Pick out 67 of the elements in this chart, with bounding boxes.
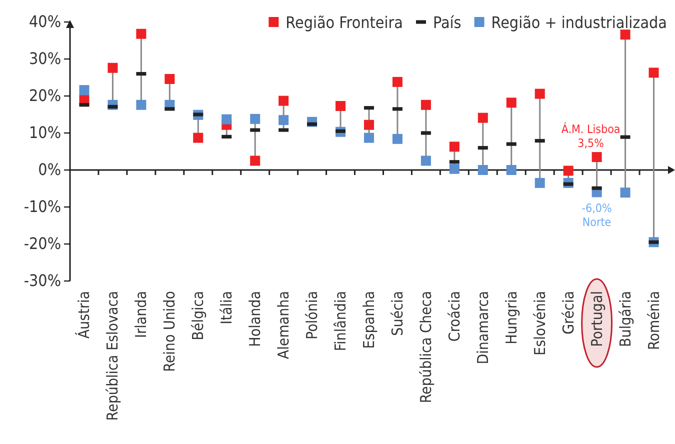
point — [222, 114, 232, 124]
x-tick-label: Hungria — [502, 291, 520, 344]
point — [420, 100, 431, 110]
y-tick-label: -30% — [24, 271, 61, 290]
annotation: 3,5% — [578, 136, 604, 150]
point — [449, 164, 460, 174]
x-tick-label: Alemanha — [274, 291, 293, 360]
point — [506, 165, 516, 175]
y-tick-label: 10% — [29, 123, 61, 142]
point — [136, 28, 146, 39]
x-tick-label: Roménia — [644, 291, 663, 350]
x-tick-label: Itália — [218, 291, 236, 324]
point — [563, 166, 574, 176]
point — [478, 112, 488, 123]
point — [534, 88, 545, 99]
x-tick-label: Bélgica — [189, 291, 208, 340]
x-tick-label: Finlândia — [332, 291, 350, 352]
y-tick-label: -10% — [24, 197, 61, 216]
x-tick-label: Irlanda — [132, 291, 150, 338]
x-tick-label: Dinamarca — [474, 291, 492, 364]
y-tick-label: 40% — [29, 12, 61, 32]
y-tick-label: 0% — [38, 160, 61, 180]
x-tick-label: Espanha — [360, 291, 378, 349]
point — [193, 132, 204, 143]
x-tick-label: Croácia — [445, 291, 464, 342]
point — [392, 76, 402, 87]
x-tick-label: Polónia — [303, 291, 322, 340]
legend-label: País — [433, 13, 462, 32]
point — [506, 98, 516, 108]
point — [648, 68, 659, 78]
x-tick-label: República Eslovaca — [104, 291, 122, 421]
point — [620, 30, 630, 40]
point — [449, 142, 460, 152]
x-tick-label: Suécia — [388, 291, 406, 336]
point — [364, 132, 374, 143]
point — [420, 156, 431, 166]
x-tick-label: Eslovénia — [530, 291, 549, 356]
point — [164, 74, 175, 84]
point — [592, 152, 602, 162]
y-tick-label: 30% — [29, 49, 61, 68]
x-tick-label: República Checa — [416, 291, 435, 404]
x-tick-label: Portugal — [588, 291, 606, 347]
point — [364, 120, 374, 130]
point — [250, 156, 260, 166]
point — [336, 100, 346, 111]
point — [392, 134, 402, 144]
x-tick-label: Grécia — [559, 291, 578, 334]
y-tick-label: -20% — [24, 234, 61, 254]
x-tick-label: Bulgária — [616, 291, 634, 347]
point — [79, 85, 90, 96]
point — [108, 62, 118, 73]
annotation: Norte — [582, 215, 612, 230]
x-tick-label: Reino Unido — [160, 291, 179, 372]
point — [534, 178, 545, 188]
legend-label: Região + industrializada — [491, 13, 667, 32]
annotation: Á.M. Lisboa — [561, 122, 620, 136]
x-tick-label: Áustria — [75, 291, 94, 339]
legend-label: Região Fronteira — [286, 13, 403, 32]
annotation: -6,0% — [582, 201, 612, 216]
x-tick-label: Holanda — [246, 291, 264, 347]
point — [136, 100, 146, 110]
y-tick-label: 20% — [29, 86, 61, 106]
point — [278, 96, 289, 106]
point — [250, 114, 260, 124]
point — [478, 165, 488, 175]
point — [278, 115, 289, 126]
point — [620, 188, 630, 198]
